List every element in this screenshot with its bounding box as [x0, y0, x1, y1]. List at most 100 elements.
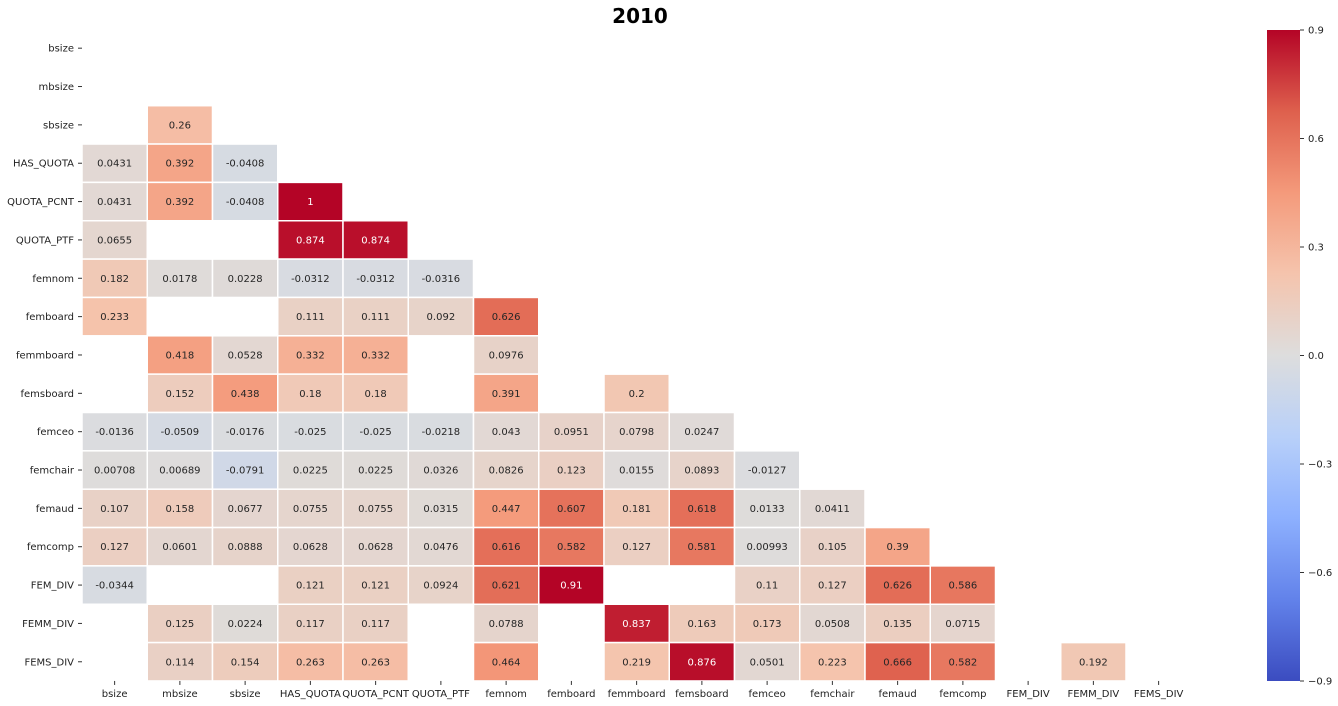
- heatmap-cell-label: 0.173: [753, 619, 782, 630]
- heatmap-cell: 0.092: [407, 296, 475, 337]
- heatmap-cell-label: 0.18: [364, 389, 386, 400]
- heatmap-cell-label: 0.621: [492, 581, 521, 592]
- heatmap-cell-rect: [211, 143, 279, 184]
- heatmap-cell-rect: [1060, 641, 1127, 682]
- heatmap-cell-rect: [538, 450, 605, 490]
- heatmap-cell-label: -0.0408: [226, 159, 265, 170]
- heatmap-cell-label: 0.127: [100, 542, 129, 553]
- heatmap-cell-rect: [668, 603, 736, 644]
- heatmap-cell-rect: [472, 296, 540, 337]
- heatmap-cell: 0.263: [277, 641, 344, 682]
- heatmap-cell: 0.0655: [81, 220, 148, 260]
- heatmap-cell: 0.0133: [733, 488, 801, 529]
- heatmap-cell: 0.0155: [603, 450, 670, 490]
- heatmap-cell-label: 0.0178: [162, 274, 197, 285]
- heatmap-cell: 0.0798: [603, 411, 670, 452]
- heatmap-cell-label: 0.18: [299, 389, 321, 400]
- heatmap-cell-label: 1: [307, 197, 313, 208]
- heatmap-cell: 0.0508: [799, 603, 866, 644]
- heatmap-cell: 0.0893: [668, 450, 736, 490]
- y-tick-label: sbsize: [43, 120, 74, 131]
- heatmap-cell-rect: [407, 526, 475, 567]
- heatmap-cell: -0.025: [342, 411, 409, 452]
- heatmap-cell-label: 0.125: [166, 619, 195, 630]
- heatmap-cell-label: 0.182: [100, 274, 129, 285]
- heatmap-cell-rect: [472, 450, 540, 490]
- heatmap-cell: 0.123: [538, 450, 605, 490]
- heatmap-cell: 0.127: [799, 565, 866, 606]
- colorbar: [1267, 30, 1300, 681]
- heatmap-cell-label: -0.0218: [422, 427, 461, 438]
- heatmap-cell-label: 0.00708: [94, 466, 135, 477]
- heatmap-cell-rect: [342, 335, 409, 375]
- heatmap-cell-rect: [472, 641, 540, 682]
- colorbar-tick-label: 0.0: [1308, 351, 1324, 362]
- heatmap-cell: 0.874: [342, 220, 409, 260]
- heatmap-cell-label: 0.626: [883, 581, 912, 592]
- heatmap-cell: 0.173: [733, 603, 801, 644]
- heatmap-cell-rect: [211, 641, 279, 682]
- heatmap-cell: 0.00993: [733, 526, 801, 567]
- heatmap-cell-label: 0.874: [361, 235, 390, 246]
- heatmap-cell: 0.105: [799, 526, 866, 567]
- heatmap-cell-label: 0.26: [169, 120, 191, 131]
- heatmap-cell-label: 0.438: [231, 389, 260, 400]
- heatmap-cell-label: 0.0224: [228, 619, 263, 630]
- heatmap-cell-label: 0.00993: [746, 542, 787, 553]
- heatmap-cell-rect: [668, 450, 736, 490]
- heatmap-cell-label: 0.0715: [945, 619, 980, 630]
- heatmap-cell-rect: [146, 104, 214, 145]
- heatmap-cell: 0.438: [211, 373, 279, 414]
- heatmap-cell-rect: [342, 488, 409, 529]
- heatmap-cell-label: 0.582: [949, 657, 978, 668]
- y-tick-label: femaud: [36, 504, 74, 515]
- colorbar-tick-label: 0.9: [1308, 26, 1324, 37]
- heatmap-cell: 0.581: [668, 526, 736, 567]
- heatmap-cell-label: 0.464: [492, 657, 521, 668]
- heatmap-cell-rect: [733, 603, 801, 644]
- heatmap-cell: 0.618: [668, 488, 736, 529]
- heatmap-cell: 0.0628: [342, 526, 409, 567]
- heatmap-cell-label: 0.192: [1079, 657, 1108, 668]
- heatmap-cell-label: -0.0136: [95, 427, 134, 438]
- heatmap-cell-label: 0.0501: [750, 657, 785, 668]
- heatmap-cell: 0.0677: [211, 488, 279, 529]
- heatmap-cell-label: 0.0888: [228, 542, 263, 553]
- heatmap-cell-label: 0.043: [492, 427, 521, 438]
- heatmap-cell-rect: [211, 181, 279, 222]
- heatmap-cell-rect: [603, 373, 670, 414]
- heatmap-cell-label: 0.91: [560, 581, 582, 592]
- heatmap-cell-rect: [81, 258, 148, 299]
- heatmap-cell: 0.117: [277, 603, 344, 644]
- heatmap-cell-label: -0.0509: [161, 427, 200, 438]
- heatmap-cell-rect: [603, 526, 670, 567]
- y-tick-label: QUOTA_PTF: [16, 235, 74, 246]
- heatmap-cell: 0.607: [538, 488, 605, 529]
- heatmap-cell: 0.121: [342, 565, 409, 606]
- heatmap-cell-label: 0.0431: [97, 197, 132, 208]
- heatmap-cell-label: -0.0312: [356, 274, 395, 285]
- heatmap-cell: 0.0628: [277, 526, 344, 567]
- heatmap-cell: 0.127: [603, 526, 670, 567]
- heatmap-cell-label: 0.0826: [489, 466, 524, 477]
- heatmap-cell-label: 0.0476: [423, 542, 458, 553]
- heatmap-cell-rect: [864, 565, 931, 606]
- heatmap-cell-label: 0.0655: [97, 235, 132, 246]
- y-tick-label: femmboard: [16, 350, 74, 361]
- heatmap-cell-rect: [603, 411, 670, 452]
- heatmap-cell-label: 0.581: [688, 542, 717, 553]
- heatmap-cell: 0.0924: [407, 565, 475, 606]
- heatmap-cell: 0.582: [929, 641, 997, 682]
- heatmap-cell: 0.874: [277, 220, 344, 260]
- heatmap-cell-label: 0.154: [231, 657, 260, 668]
- heatmap-cell-label: -0.025: [360, 427, 392, 438]
- heatmap-cell-rect: [277, 565, 344, 606]
- heatmap-cell-label: 0.332: [361, 350, 390, 361]
- heatmap-cell-label: 0.0755: [358, 504, 393, 515]
- heatmap-cell-label: 0.0155: [619, 466, 654, 477]
- heatmap-cell-label: 0.0951: [554, 427, 589, 438]
- y-axis-tick-labels: bsize mbsize sbsize HAS_QUOTA QUOTA_PCNT QUOT…: [7, 44, 82, 668]
- heatmap-cell: -0.0408: [211, 181, 279, 222]
- heatmap-cell: 0.0247: [668, 411, 736, 452]
